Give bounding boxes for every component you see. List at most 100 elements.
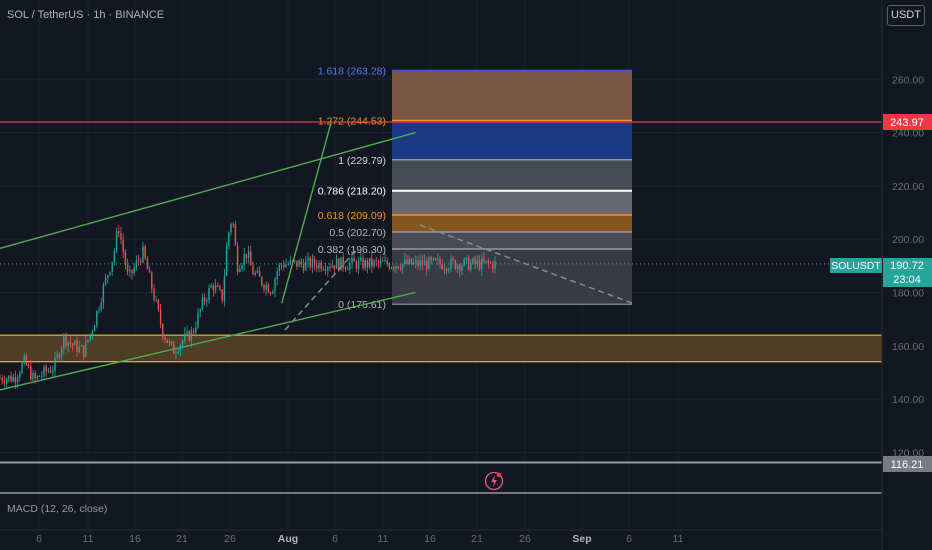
current-price-value: 190.72 — [890, 260, 924, 272]
candle-body — [421, 260, 424, 266]
candle-body — [342, 257, 344, 268]
candle-body — [450, 258, 452, 269]
price-tick-label: 180.00 — [892, 288, 924, 300]
price-tick-label: 160.00 — [892, 341, 924, 353]
fib-band — [392, 232, 632, 250]
candle-body — [32, 372, 34, 380]
candle-body — [19, 373, 21, 378]
candle-body — [474, 258, 476, 264]
candle-body — [151, 272, 153, 289]
bottom-level-value: 116.21 — [891, 459, 924, 471]
macd-indicator-label[interactable]: MACD (12, 26, close) — [7, 503, 108, 515]
candle-body — [98, 309, 100, 311]
candle-body — [437, 259, 439, 261]
candle-body — [289, 260, 292, 264]
candle-body — [472, 258, 474, 263]
candle-body — [137, 260, 140, 262]
candle-body — [476, 260, 479, 264]
current-price-tag — [883, 258, 932, 287]
price-tick-label: 200.00 — [892, 234, 924, 246]
candle-body — [283, 264, 285, 268]
candle-body — [41, 375, 43, 377]
candle-body — [494, 261, 496, 269]
candle-body — [412, 262, 415, 265]
candle-body — [410, 258, 413, 265]
time-tick-label: 11 — [673, 533, 684, 545]
fib-band — [392, 249, 632, 305]
candle-body — [80, 345, 83, 347]
candle-body — [390, 267, 393, 269]
countdown-value: 23:04 — [893, 274, 921, 286]
candle-body — [377, 261, 380, 264]
candle-body — [287, 263, 289, 265]
candle-body — [173, 343, 175, 354]
candle-body — [144, 246, 146, 259]
candle-body — [309, 257, 311, 268]
candle-body — [197, 312, 199, 328]
candle-body — [401, 263, 404, 270]
candle-body — [441, 264, 443, 270]
candle-body — [102, 284, 105, 303]
candle-body — [153, 288, 155, 300]
candle-body — [232, 223, 234, 225]
bottom-level-tag — [883, 456, 932, 472]
candle-body — [91, 331, 94, 334]
candle-body — [463, 258, 465, 266]
projection-line — [281, 121, 332, 304]
candle-body — [373, 260, 375, 267]
candle-body — [481, 258, 483, 270]
candle-body — [230, 223, 232, 233]
fibonacci-retracement: 1.618 (263.28)1.272 (244.53)1 (229.79)0.… — [318, 66, 632, 311]
candle-body — [5, 378, 8, 384]
candle-body — [311, 258, 314, 268]
candle-body — [38, 375, 41, 377]
candle-body — [327, 267, 329, 271]
candle-body — [217, 285, 219, 287]
candle-body — [120, 233, 122, 240]
candle-body — [324, 269, 327, 271]
candle-body — [208, 287, 210, 301]
candle-body — [219, 286, 221, 290]
candle-body — [82, 345, 85, 357]
candle-body — [355, 261, 358, 269]
candle-body — [439, 259, 441, 265]
time-tick-label: 11 — [83, 533, 94, 545]
candle-body — [179, 345, 182, 352]
candle-body — [489, 262, 492, 264]
candle-body — [375, 260, 377, 262]
candle-body — [195, 327, 197, 333]
candle-body — [399, 268, 402, 270]
candle-body — [148, 269, 151, 273]
candle-body — [188, 331, 190, 341]
candle-body — [14, 376, 17, 383]
grid — [0, 78, 882, 453]
candle-body — [417, 260, 419, 266]
candle-body — [212, 285, 215, 291]
candle-body — [71, 343, 74, 346]
candle-body — [371, 257, 373, 267]
currency-button[interactable]: USDT — [887, 5, 925, 26]
candle-body — [487, 260, 490, 263]
candle-body — [56, 354, 58, 359]
candle-body — [461, 265, 463, 271]
candle-body — [78, 346, 80, 353]
candle-body — [362, 257, 364, 269]
candle-body — [307, 257, 309, 262]
lightning-bolt-icon[interactable] — [484, 471, 504, 491]
candle-body — [135, 260, 138, 268]
candle-body — [382, 260, 384, 262]
candle-body — [12, 376, 14, 382]
candle-body — [243, 254, 245, 265]
candle-body — [274, 279, 276, 292]
candle-body — [353, 257, 355, 262]
candle-body — [443, 268, 446, 270]
fib-level-label: 0.5 (202.70) — [329, 227, 386, 239]
support-zone-fill — [0, 335, 882, 362]
candles — [0, 220, 496, 389]
support-zone — [0, 334, 882, 363]
red-level-value: 243.97 — [890, 117, 924, 129]
candle-body — [428, 257, 430, 270]
candle-body — [69, 342, 72, 344]
candle-body — [221, 289, 223, 302]
